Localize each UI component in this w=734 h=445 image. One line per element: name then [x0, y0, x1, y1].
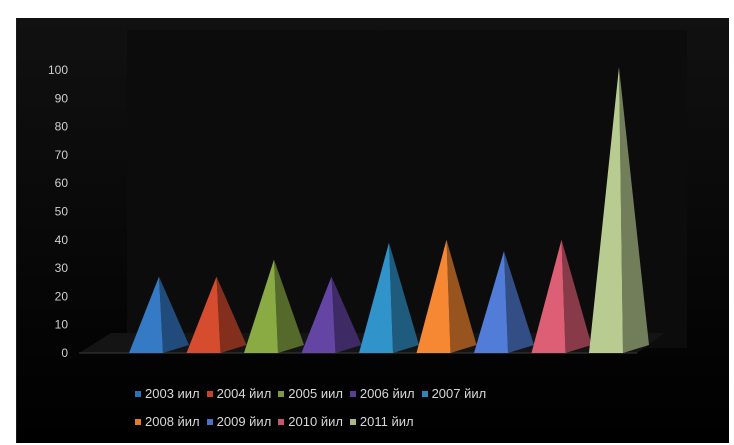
legend-swatch-icon [135, 419, 141, 425]
pyramid-bar [531, 239, 592, 353]
pyramid-face-side [446, 239, 477, 353]
pyramid-bar [129, 276, 189, 353]
pyramid-bar [244, 259, 304, 353]
y-tick-label: 20 [55, 289, 69, 303]
pyramid-bar [474, 251, 534, 353]
pyramid-face-front [186, 276, 221, 353]
y-tick-label: 70 [55, 148, 69, 162]
legend-swatch-icon [206, 419, 213, 425]
pyramid-bar [589, 67, 649, 354]
y-tick-label: 100 [48, 63, 68, 77]
pyramid-face-front [129, 276, 163, 353]
pyramid-face-side [504, 251, 534, 353]
y-tick-label: 40 [55, 233, 69, 247]
legend-swatch-icon [278, 419, 285, 425]
legend-label: 2010 йил [288, 414, 343, 429]
legend-item: 2007 йил [421, 380, 487, 408]
y-tick-label: 10 [55, 318, 69, 332]
legend-swatch-icon [349, 391, 356, 397]
pyramid-face-side [216, 276, 247, 353]
y-tick-label: 0 [61, 346, 68, 360]
pyramid-face-side [331, 276, 362, 353]
pyramid-face-front [359, 242, 393, 353]
legend-item: 2006 йил [349, 380, 415, 408]
legend-item: 2011 йил [349, 408, 414, 436]
legend-row-2: 2008 йил 2009 йил 2010 йил 2011 йил [135, 408, 655, 436]
pyramid-face-front [589, 67, 623, 354]
pyramid-face-front [301, 276, 336, 353]
pyramid-face-side [159, 276, 189, 353]
pyramid-face-front [416, 239, 451, 353]
legend-label: 2005 иил [288, 386, 343, 401]
legend-item: 2005 иил [278, 380, 343, 408]
pyramid-face-side [619, 67, 649, 354]
legend-label: 2004 йил [216, 386, 272, 401]
legend-item: 2010 йил [278, 408, 343, 436]
legend-label: 2009 йил [216, 414, 272, 429]
y-tick-label: 60 [55, 176, 69, 190]
pyramid-face-front [531, 239, 566, 353]
legend-label: 2008 йил [145, 414, 200, 429]
legend: 2003 иил 2004 йил 2005 иил 2006 йил 2007 йил… [135, 380, 655, 436]
legend-swatch-icon [278, 391, 285, 397]
pyramid-bar [359, 242, 419, 353]
y-tick-label: 80 [55, 120, 69, 134]
pyramid-face-side [561, 239, 592, 353]
y-tick-label: 50 [55, 205, 69, 219]
legend-item: 2003 иил [135, 380, 200, 408]
pyramid-face-front [244, 259, 278, 353]
legend-swatch-icon [206, 391, 213, 397]
y-tick-label: 90 [55, 91, 69, 105]
legend-label: 2006 йил [359, 386, 415, 401]
y-tick-label: 30 [55, 261, 69, 275]
legend-label: 2007 йил [431, 386, 487, 401]
pyramid-face-front [474, 251, 508, 353]
legend-item: 2004 йил [206, 380, 272, 408]
legend-label: 2003 иил [145, 386, 200, 401]
chart-area: 0 10 20 30 40 50 60 70 80 90 100 2003 иил 2004 йил 2… [16, 18, 729, 443]
chart-plot: 0 10 20 30 40 50 60 70 80 90 100 [17, 18, 729, 443]
legend-label: 2011 йил [359, 414, 414, 429]
pyramid-bar [416, 239, 477, 353]
pyramid-face-side [389, 242, 419, 353]
pyramid-bar [301, 276, 362, 353]
pyramid-bar [186, 276, 247, 353]
legend-item: 2009 йил [206, 408, 272, 436]
pyramid-face-side [274, 259, 304, 353]
legend-swatch-icon [421, 391, 428, 397]
legend-row-1: 2003 иил 2004 йил 2005 иил 2006 йил 2007 йил [135, 380, 655, 408]
legend-swatch-icon [349, 419, 356, 425]
legend-swatch-icon [135, 391, 141, 397]
legend-item: 2008 йил [135, 408, 200, 436]
